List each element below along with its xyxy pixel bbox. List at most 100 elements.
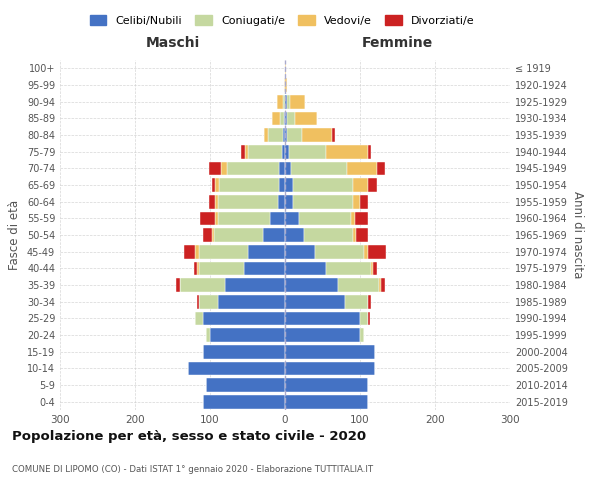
Bar	[195, 245, 199, 258]
Bar	[332, 128, 335, 142]
Bar	[184, 245, 195, 258]
Bar	[219, 178, 279, 192]
Bar	[193, 262, 197, 275]
Bar	[210, 328, 285, 342]
Bar	[326, 145, 367, 158]
Bar	[285, 312, 360, 325]
Bar	[248, 245, 285, 258]
Bar	[199, 295, 218, 308]
Bar	[199, 245, 248, 258]
Bar	[200, 212, 215, 225]
Bar	[212, 228, 214, 242]
Bar	[285, 395, 367, 408]
Bar	[356, 228, 367, 242]
Bar	[203, 312, 285, 325]
Bar	[264, 128, 268, 142]
Bar	[244, 262, 285, 275]
Bar	[203, 395, 285, 408]
Bar	[215, 212, 218, 225]
Bar	[285, 178, 293, 192]
Bar	[282, 145, 285, 158]
Bar	[289, 145, 326, 158]
Bar	[285, 245, 315, 258]
Bar	[218, 295, 285, 308]
Bar	[364, 245, 367, 258]
Bar	[248, 145, 282, 158]
Text: Popolazione per età, sesso e stato civile - 2020: Popolazione per età, sesso e stato civil…	[12, 430, 366, 443]
Bar	[285, 295, 345, 308]
Bar	[218, 212, 270, 225]
Bar	[367, 245, 386, 258]
Bar	[285, 262, 326, 275]
Bar	[197, 262, 199, 275]
Bar	[284, 78, 285, 92]
Bar	[212, 178, 215, 192]
Bar	[225, 278, 285, 292]
Bar	[199, 262, 244, 275]
Bar	[206, 378, 285, 392]
Bar	[326, 262, 371, 275]
Text: Maschi: Maschi	[145, 36, 200, 50]
Bar	[187, 362, 285, 375]
Bar	[214, 228, 263, 242]
Bar	[268, 128, 283, 142]
Bar	[285, 62, 286, 75]
Bar	[287, 95, 290, 108]
Bar	[209, 195, 215, 208]
Bar	[285, 345, 375, 358]
Bar	[367, 145, 371, 158]
Bar	[285, 362, 375, 375]
Bar	[351, 212, 355, 225]
Bar	[287, 128, 302, 142]
Bar	[373, 262, 377, 275]
Bar	[280, 112, 284, 125]
Bar	[241, 145, 245, 158]
Bar	[277, 95, 283, 108]
Bar	[285, 195, 293, 208]
Bar	[285, 78, 287, 92]
Bar	[279, 162, 285, 175]
Bar	[285, 145, 289, 158]
Bar	[285, 112, 287, 125]
Bar	[287, 112, 295, 125]
Bar	[347, 162, 377, 175]
Bar	[293, 195, 353, 208]
Bar	[291, 162, 347, 175]
Bar	[203, 345, 285, 358]
Y-axis label: Fasce di età: Fasce di età	[8, 200, 21, 270]
Bar	[285, 378, 367, 392]
Bar	[299, 212, 351, 225]
Bar	[279, 178, 285, 192]
Bar	[195, 312, 203, 325]
Bar	[345, 295, 367, 308]
Bar	[218, 195, 277, 208]
Bar	[283, 128, 285, 142]
Bar	[221, 162, 227, 175]
Bar	[209, 162, 221, 175]
Bar	[277, 195, 285, 208]
Bar	[367, 178, 377, 192]
Bar	[284, 112, 285, 125]
Bar	[302, 128, 332, 142]
Bar	[353, 195, 360, 208]
Bar	[285, 128, 287, 142]
Bar	[206, 328, 210, 342]
Bar	[263, 228, 285, 242]
Bar	[227, 162, 279, 175]
Bar	[295, 112, 317, 125]
Legend: Celibi/Nubili, Coniugati/e, Vedovi/e, Divorziati/e: Celibi/Nubili, Coniugati/e, Vedovi/e, Di…	[85, 10, 479, 30]
Bar	[293, 178, 353, 192]
Bar	[315, 245, 364, 258]
Bar	[176, 278, 180, 292]
Bar	[285, 162, 291, 175]
Bar	[290, 95, 305, 108]
Bar	[360, 195, 367, 208]
Bar	[285, 278, 337, 292]
Bar	[285, 328, 360, 342]
Bar	[203, 228, 212, 242]
Bar	[285, 228, 304, 242]
Bar	[285, 95, 287, 108]
Bar	[360, 328, 364, 342]
Bar	[245, 145, 248, 158]
Bar	[367, 312, 370, 325]
